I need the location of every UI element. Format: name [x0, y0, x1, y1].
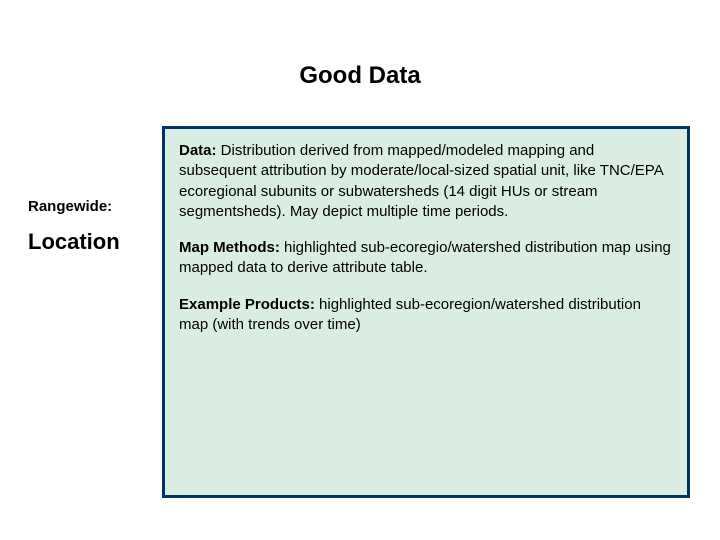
- example-products-paragraph: Example Products: highlighted sub-ecoreg…: [179, 295, 673, 336]
- example-products-label: Example Products:: [179, 296, 315, 313]
- map-methods-label: Map Methods:: [179, 239, 280, 256]
- rangewide-label: Rangewide:: [28, 198, 158, 215]
- sidebar-labels: Rangewide: Location: [28, 198, 158, 255]
- page-title: Good Data: [0, 62, 720, 90]
- content-box: Data: Distribution derived from mapped/m…: [162, 126, 690, 498]
- location-label: Location: [28, 229, 158, 255]
- data-text: Distribution derived from mapped/modeled…: [179, 142, 663, 220]
- data-label: Data:: [179, 142, 217, 159]
- data-paragraph: Data: Distribution derived from mapped/m…: [179, 141, 673, 222]
- map-methods-paragraph: Map Methods: highlighted sub-ecoregio/wa…: [179, 238, 673, 279]
